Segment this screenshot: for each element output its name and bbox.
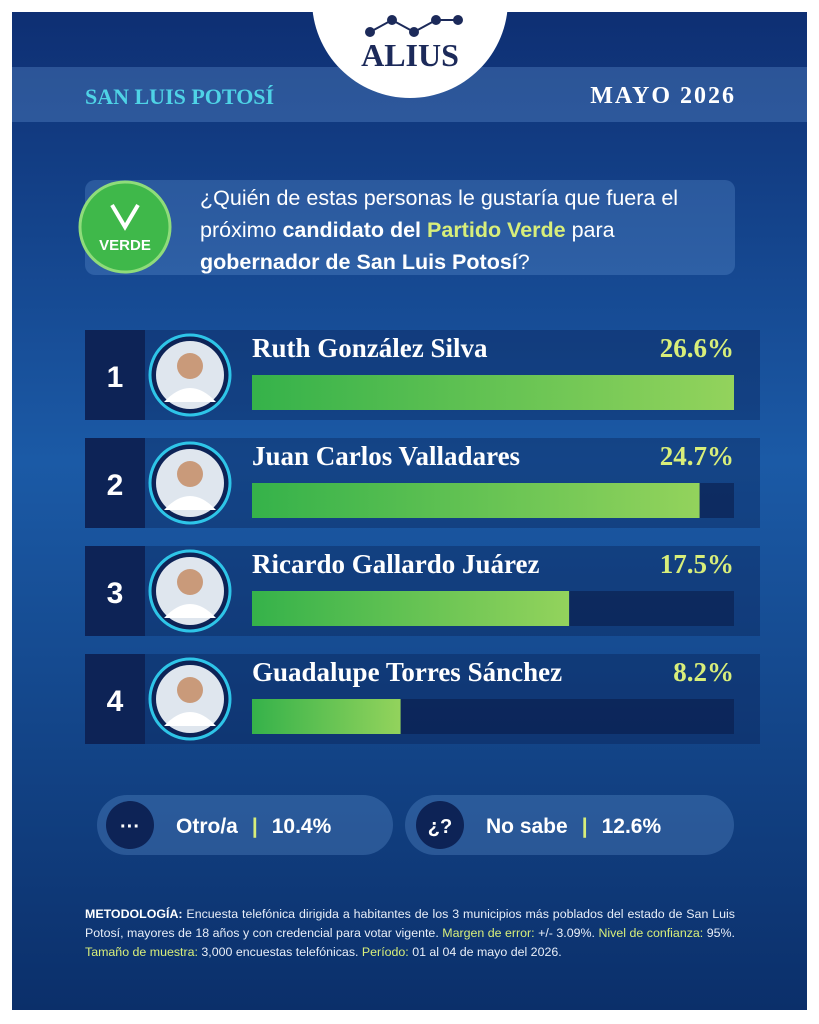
question: ¿Quién de estas personas le gustaría que… bbox=[200, 182, 735, 278]
rank-box bbox=[85, 330, 145, 420]
question-text: ? bbox=[517, 250, 530, 274]
value-label: 17.5% bbox=[660, 549, 734, 579]
photo-body bbox=[164, 388, 216, 402]
methodology-label: METODOLOGÍA: bbox=[85, 907, 183, 921]
methodology-label: Margen de error: bbox=[442, 926, 535, 940]
question-text: candidato del bbox=[282, 218, 428, 242]
summary-pill bbox=[405, 795, 734, 855]
summary-icon: ··· bbox=[120, 816, 140, 838]
value-label: 8.2% bbox=[673, 657, 734, 687]
summary-text: Otro/a | 10.4% bbox=[176, 815, 332, 838]
question-text: para bbox=[565, 218, 615, 242]
methodology-text: 3,000 encuestas telefónicas. bbox=[197, 945, 362, 959]
summary-text: No sabe | 12.6% bbox=[486, 815, 661, 838]
methodology-label: Tamaño de muestra: bbox=[85, 945, 198, 959]
bar bbox=[252, 699, 401, 734]
photo-body bbox=[164, 496, 216, 510]
summary-value: 12.6% bbox=[602, 815, 662, 838]
photo-head bbox=[177, 353, 203, 379]
rank-box bbox=[85, 438, 145, 528]
rank: 4 bbox=[107, 685, 124, 718]
summary-sep: | bbox=[252, 815, 258, 838]
summary-pill bbox=[97, 795, 393, 855]
region: SAN LUIS POTOSÍ bbox=[85, 84, 274, 109]
rank: 2 bbox=[107, 469, 124, 502]
bar bbox=[252, 591, 570, 626]
question-text: gobernador de San Luis Potosí bbox=[200, 250, 518, 274]
summary-label: No sabe bbox=[486, 815, 568, 838]
photo-head bbox=[177, 569, 203, 595]
methodology: METODOLOGÍA: Encuesta telefónica dirigid… bbox=[85, 905, 735, 962]
question-box bbox=[85, 180, 735, 275]
photo-body bbox=[164, 712, 216, 726]
methodology-text: Encuesta telefónica dirigida a habitante… bbox=[85, 907, 735, 940]
logo-icon bbox=[365, 15, 463, 37]
summary-label: Otro/a bbox=[176, 815, 238, 838]
date: MAYO 2026 bbox=[590, 83, 736, 109]
photo-head bbox=[177, 677, 203, 703]
category-label: Ricardo Gallardo Juárez bbox=[252, 549, 539, 579]
methodology-label: Período: bbox=[361, 945, 409, 959]
party-logo-text: VERDE bbox=[99, 237, 151, 254]
methodology-text: 01 al 04 de mayo del 2026. bbox=[408, 945, 562, 959]
photo-head bbox=[177, 461, 203, 487]
summary-icon-bg bbox=[416, 801, 464, 849]
bar bbox=[252, 375, 734, 410]
value-label: 26.6% bbox=[660, 333, 734, 363]
methodology-text: 95%. bbox=[703, 926, 735, 940]
rank: 3 bbox=[107, 577, 124, 610]
party-logo-mark bbox=[110, 203, 140, 231]
rank-box bbox=[85, 654, 145, 744]
summary-icon-bg bbox=[106, 801, 154, 849]
question-party: Partido Verde bbox=[427, 218, 566, 242]
rank-box bbox=[85, 546, 145, 636]
photo-body bbox=[164, 604, 216, 618]
methodology-label: Nivel de confianza: bbox=[598, 926, 704, 940]
brand: ALIUS bbox=[361, 37, 459, 73]
category-label: Ruth González Silva bbox=[252, 333, 488, 363]
category-label: Juan Carlos Valladares bbox=[252, 441, 520, 471]
summary-sep: | bbox=[582, 815, 588, 838]
rank: 1 bbox=[107, 361, 124, 394]
methodology-text: +/- 3.09%. bbox=[534, 926, 599, 940]
summary-icon: ¿? bbox=[428, 816, 452, 838]
question-text: ¿Quién de estas personas le gustaría que… bbox=[200, 186, 679, 242]
category-label: Guadalupe Torres Sánchez bbox=[252, 657, 562, 687]
value-label: 24.7% bbox=[660, 441, 734, 471]
summary-value: 10.4% bbox=[272, 815, 332, 838]
bar bbox=[252, 483, 700, 518]
